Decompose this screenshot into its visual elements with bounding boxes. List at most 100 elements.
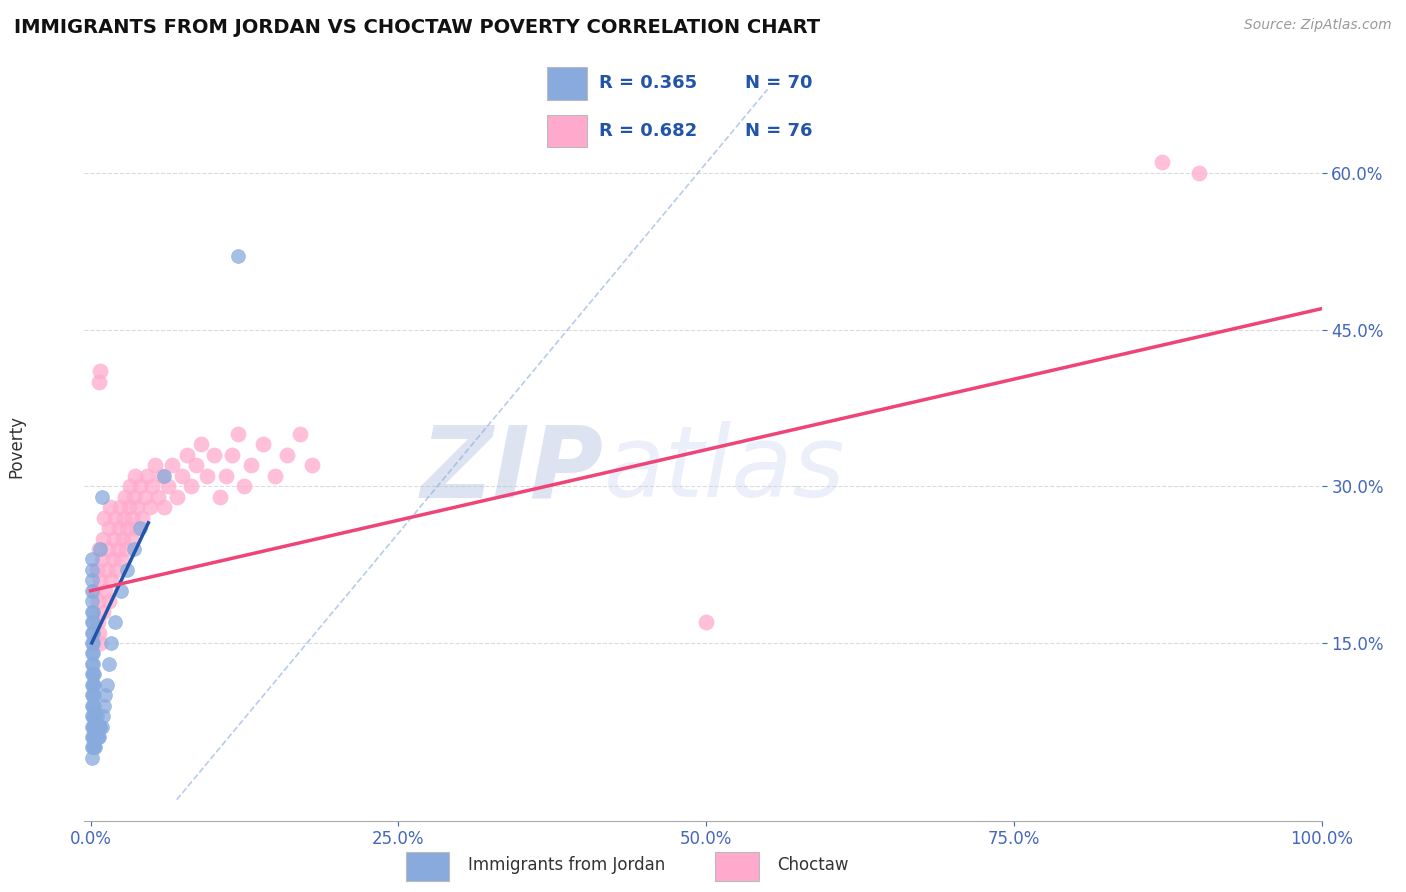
Point: [89, 730, 111, 744]
Point: [103, 532, 125, 546]
Point: [83, 720, 105, 734]
Point: [82, 667, 104, 681]
Point: [86, 709, 108, 723]
Point: [105, 563, 128, 577]
Point: [166, 490, 188, 504]
Text: R = 0.682: R = 0.682: [599, 121, 697, 139]
Point: [125, 521, 148, 535]
Text: Poverty: Poverty: [8, 415, 25, 477]
Point: [82, 678, 104, 692]
Point: [93, 510, 115, 524]
Point: [94, 583, 117, 598]
Point: [118, 500, 141, 515]
Point: [89, 574, 111, 588]
Point: [170, 468, 193, 483]
Point: [82, 615, 104, 629]
Point: [80, 563, 103, 577]
Point: [118, 479, 141, 493]
Point: [80, 709, 103, 723]
Point: [80, 615, 103, 629]
Point: [87, 730, 110, 744]
FancyBboxPatch shape: [716, 852, 759, 881]
Point: [80, 552, 103, 566]
Point: [143, 458, 166, 473]
Point: [80, 594, 103, 608]
Point: [82, 698, 104, 713]
Point: [83, 740, 105, 755]
Point: [108, 521, 131, 535]
FancyBboxPatch shape: [406, 852, 450, 881]
Point: [83, 698, 105, 713]
Point: [80, 667, 103, 681]
Point: [108, 500, 131, 515]
Point: [114, 490, 136, 504]
Text: N = 70: N = 70: [745, 75, 813, 93]
Point: [90, 490, 112, 504]
Point: [301, 458, 323, 473]
Point: [107, 541, 129, 556]
Point: [80, 647, 103, 661]
Point: [89, 625, 111, 640]
Point: [98, 500, 121, 515]
Point: [84, 740, 107, 755]
Point: [157, 479, 180, 493]
Point: [80, 574, 103, 588]
Point: [80, 657, 103, 671]
Point: [87, 594, 110, 608]
Point: [101, 552, 124, 566]
Point: [1187, 166, 1209, 180]
Point: [80, 678, 103, 692]
Point: [84, 720, 107, 734]
Point: [89, 636, 111, 650]
Point: [121, 510, 143, 524]
Point: [110, 552, 132, 566]
Point: [83, 730, 105, 744]
Point: [111, 532, 134, 546]
Point: [208, 490, 231, 504]
Point: [122, 490, 145, 504]
Point: [252, 437, 274, 451]
Point: [82, 657, 104, 671]
Text: N = 76: N = 76: [745, 121, 813, 139]
Point: [233, 479, 256, 493]
Point: [128, 479, 150, 493]
FancyBboxPatch shape: [547, 114, 586, 146]
Text: Source: ZipAtlas.com: Source: ZipAtlas.com: [1244, 18, 1392, 32]
Point: [221, 448, 243, 462]
Point: [288, 427, 311, 442]
Point: [80, 636, 103, 650]
Point: [83, 583, 105, 598]
Point: [226, 427, 249, 442]
Text: R = 0.365: R = 0.365: [599, 75, 697, 93]
Point: [117, 521, 139, 535]
Point: [104, 615, 127, 629]
Point: [89, 720, 111, 734]
Point: [276, 448, 298, 462]
Point: [89, 541, 111, 556]
Point: [100, 636, 122, 650]
Point: [141, 479, 163, 493]
Point: [160, 458, 183, 473]
Point: [150, 468, 173, 483]
Point: [83, 709, 105, 723]
Point: [128, 521, 150, 535]
Point: [97, 541, 120, 556]
Text: IMMIGRANTS FROM JORDAN VS CHOCTAW POVERTY CORRELATION CHART: IMMIGRANTS FROM JORDAN VS CHOCTAW POVERT…: [14, 18, 820, 37]
Point: [98, 594, 121, 608]
Point: [82, 720, 104, 734]
Point: [80, 605, 103, 619]
Point: [127, 500, 149, 515]
Point: [98, 657, 121, 671]
Point: [202, 448, 225, 462]
Point: [239, 458, 262, 473]
Point: [86, 730, 108, 744]
Point: [90, 720, 112, 734]
Point: [89, 541, 111, 556]
Text: ZIP: ZIP: [420, 421, 605, 518]
Point: [96, 678, 118, 692]
Point: [186, 458, 208, 473]
Point: [226, 249, 249, 263]
Point: [82, 625, 104, 640]
Point: [84, 709, 107, 723]
Point: [1150, 155, 1173, 169]
